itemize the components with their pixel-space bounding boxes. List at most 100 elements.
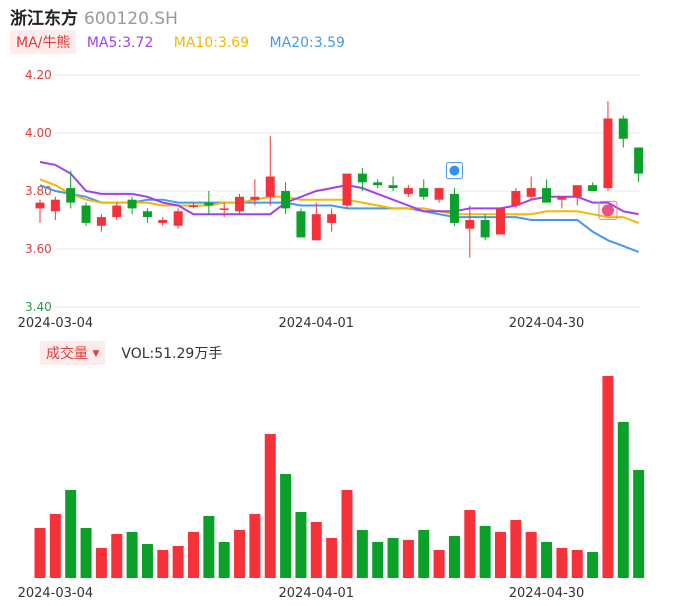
y-tick-label: 3.80 <box>25 184 52 198</box>
candle-body <box>496 208 505 235</box>
volume-bar <box>356 530 368 578</box>
candle-body <box>66 188 76 203</box>
volume-bar <box>326 538 338 578</box>
volume-bar <box>602 376 614 578</box>
ma-indicator-button[interactable]: MA/牛熊 <box>10 30 77 54</box>
volume-bar <box>188 532 199 578</box>
volume-bar <box>95 548 107 578</box>
volume-bar <box>65 490 77 578</box>
candle-body <box>127 199 137 209</box>
candle-body <box>618 118 628 139</box>
volume-bar <box>464 510 476 578</box>
ma20-line <box>39 184 640 253</box>
candle-body <box>35 202 45 209</box>
volume-indicator-label: 成交量 <box>46 346 88 362</box>
candle-body <box>265 176 275 197</box>
candle-body <box>50 199 60 212</box>
volume-bar <box>402 540 414 578</box>
candle-body <box>557 196 567 200</box>
blue-b-marker-icon <box>445 162 463 180</box>
volume-bar <box>541 542 553 578</box>
price-x-tick-label: 2024-03-04 <box>18 316 94 331</box>
candle-body <box>449 193 459 223</box>
blue-marker-dot <box>449 165 460 176</box>
candle-body <box>634 147 644 174</box>
volume-bar <box>418 530 430 578</box>
volume-bar <box>34 528 46 578</box>
y-tick-label: 3.60 <box>25 242 52 256</box>
volume-x-tick-label: 2024-03-04 <box>18 586 94 601</box>
volume-bar <box>172 546 184 578</box>
ma5-legend: MA5:3.72 <box>86 35 154 51</box>
stock-code: 600120.SH <box>84 9 178 29</box>
volume-x-tick-label: 2024-04-30 <box>509 586 585 601</box>
candle-body <box>81 205 91 223</box>
price-x-tick-label: 2024-04-01 <box>279 316 355 331</box>
volume-bar <box>157 550 169 578</box>
candle-body <box>204 202 214 206</box>
candle-body <box>96 217 106 226</box>
volume-bar <box>372 542 384 578</box>
volume-bar <box>264 434 276 578</box>
candle-body <box>296 211 306 238</box>
volume-bar <box>571 550 583 578</box>
volume-bar <box>280 474 292 578</box>
candle-body <box>419 188 429 197</box>
volume-bar <box>80 528 92 578</box>
candle-body <box>281 191 291 209</box>
volume-bar <box>310 522 322 578</box>
volume-bar <box>617 422 629 578</box>
volume-bar <box>141 544 153 578</box>
ma20-legend: MA20:3.59 <box>269 35 345 51</box>
candle-body <box>311 214 321 241</box>
candle-body <box>112 205 122 218</box>
volume-bar <box>341 490 353 578</box>
volume-bar <box>387 538 399 578</box>
candle-body <box>235 196 245 212</box>
volume-value: VOL:51.29万手 <box>121 346 223 362</box>
candle-body <box>219 208 229 210</box>
volume-bar <box>525 532 537 578</box>
volume-bar <box>111 534 123 578</box>
header: 浙江东方 600120.SH <box>10 4 178 29</box>
candle-body <box>327 214 337 223</box>
candle-body <box>572 185 582 197</box>
candle-body <box>189 205 198 207</box>
stock-name: 浙江东方 <box>10 9 78 29</box>
volume-bar <box>433 550 445 578</box>
volume-bar <box>587 552 599 578</box>
volume-bar <box>218 542 230 578</box>
price-x-tick-label: 2024-04-30 <box>509 316 585 331</box>
candle-body <box>542 188 552 203</box>
candle-body <box>373 182 383 186</box>
volume-bar <box>510 520 522 578</box>
ma10-legend: MA10:3.69 <box>173 35 250 51</box>
volume-bar <box>633 470 645 578</box>
candle-body <box>588 185 598 191</box>
volume-indicator-button[interactable]: 成交量 ▼ <box>40 341 106 365</box>
candle-body <box>158 220 168 223</box>
candle-body <box>403 188 413 194</box>
volume-legend-row: 成交量 ▼ VOL:51.29万手 <box>40 341 223 365</box>
candle-body <box>342 173 352 206</box>
volume-x-tick-label: 2024-04-01 <box>279 586 355 601</box>
y-tick-label: 4.00 <box>25 126 52 140</box>
volume-bar <box>495 532 506 578</box>
candle-body <box>434 188 444 200</box>
red-bull-marker-icon <box>598 200 618 220</box>
volume-bar <box>203 516 215 578</box>
red-marker-dot <box>601 204 614 217</box>
candle-body <box>388 185 398 189</box>
dropdown-triangle-icon: ▼ <box>92 349 100 359</box>
candle-body <box>142 211 152 218</box>
candle-body <box>511 191 521 206</box>
candle-body <box>603 118 613 189</box>
volume-bar <box>448 536 460 578</box>
ma-legend-row: MA/牛熊 MA5:3.72 MA10:3.69 MA20:3.59 <box>10 30 345 54</box>
volume-bar <box>49 514 61 578</box>
candle-body <box>480 220 490 238</box>
candle-body <box>250 196 260 200</box>
candle-body <box>357 173 367 183</box>
ma5-line <box>39 161 639 216</box>
